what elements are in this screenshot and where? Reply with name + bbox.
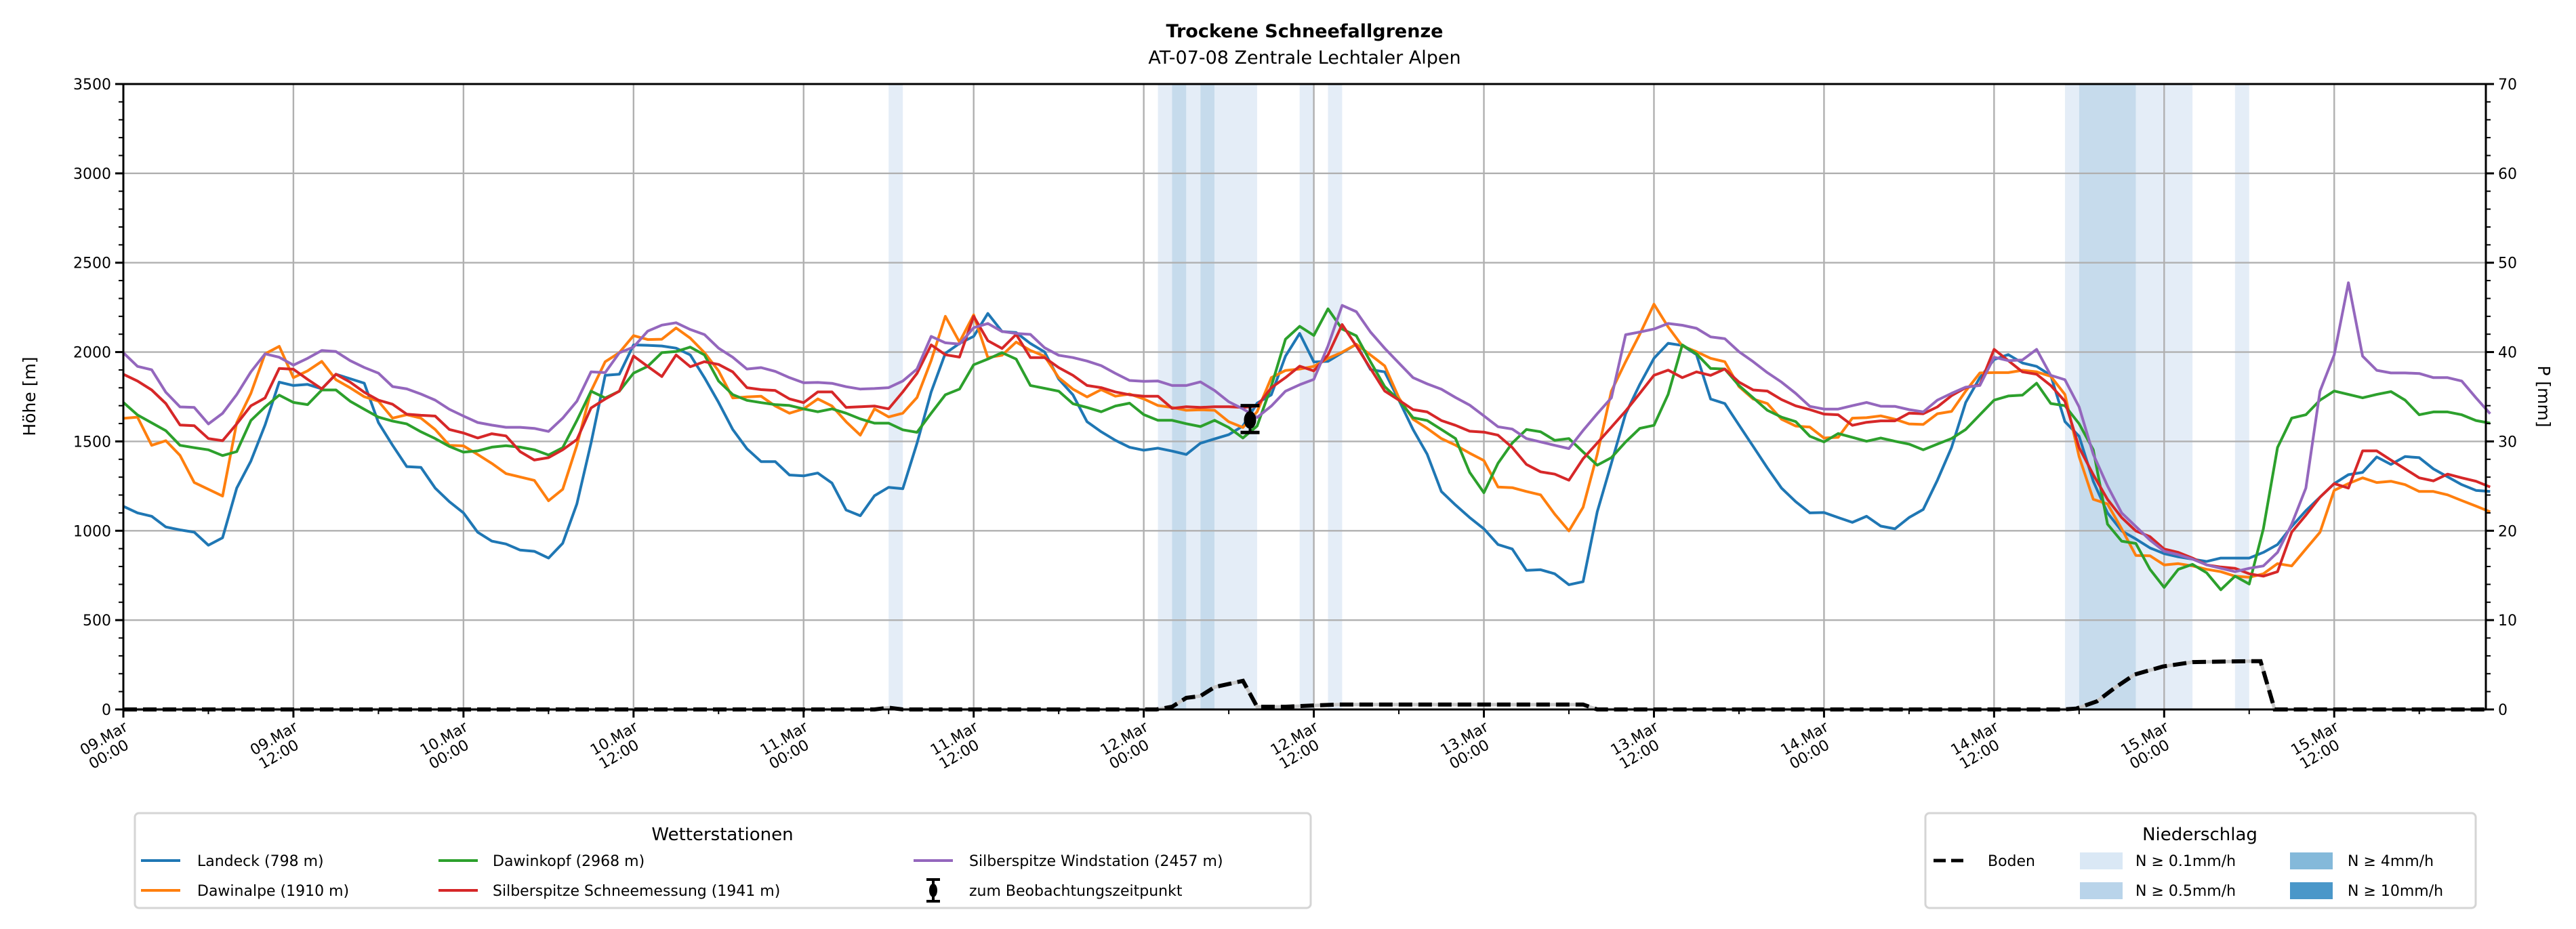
legend-precip-swatch-3 bbox=[2290, 882, 2333, 899]
legend-label-0: Landeck (798 m) bbox=[197, 853, 324, 870]
series-line-3 bbox=[123, 314, 2491, 578]
legend-precip-title: Niederschlag bbox=[2142, 825, 2257, 845]
chart-title: Trockene Schneefallgrenze bbox=[1166, 21, 1444, 42]
precip-band-0_1 bbox=[2064, 84, 2079, 709]
legend-precip-label-1: N ≥ 0.5mm/h bbox=[2135, 883, 2236, 900]
series-line-0 bbox=[123, 312, 2491, 586]
precip-band-0_5 bbox=[1200, 84, 1215, 709]
y-right-tick-label: 10 bbox=[2498, 613, 2517, 629]
observation-point bbox=[1244, 411, 1256, 429]
precip-band-0_1 bbox=[2234, 84, 2249, 709]
y-axis-right-label: P [mm] bbox=[2534, 365, 2554, 427]
precip-band-0_1 bbox=[1328, 84, 1343, 709]
legend-precip: Niederschlag Boden N ≥ 0.1mm/h N ≥ 0.5mm/… bbox=[1924, 812, 2477, 909]
legend-precip-swatch-1 bbox=[2080, 882, 2123, 899]
y-right-tick-label: 70 bbox=[2498, 77, 2517, 94]
legend-precip-swatch-0 bbox=[2080, 852, 2123, 869]
chart-subtitle: AT-07-08 Zentrale Lechtaler Alpen bbox=[1148, 47, 1460, 68]
legend-observation-point-icon bbox=[929, 884, 937, 897]
observation-marker bbox=[1240, 404, 1260, 434]
y-right-tick-label: 40 bbox=[2498, 345, 2517, 362]
y-right-tick-label: 50 bbox=[2498, 255, 2517, 272]
y-tick-label: 500 bbox=[83, 613, 111, 629]
y-tick-label: 1500 bbox=[73, 434, 111, 451]
legend-stations-title: Wetterstationen bbox=[651, 825, 793, 845]
precipitation-bands bbox=[888, 84, 2249, 709]
legend-label-1: Dawinalpe (1910 m) bbox=[197, 883, 349, 900]
y-right-tick-label: 20 bbox=[2498, 523, 2517, 540]
boden-line-dashed bbox=[123, 659, 2486, 711]
plot-frame bbox=[122, 83, 2487, 711]
precip-band-0_5 bbox=[2079, 84, 2136, 709]
legend-precip-swatch-2 bbox=[2290, 852, 2333, 869]
legend-precip-label-0: N ≥ 0.1mm/h bbox=[2135, 853, 2236, 870]
series-lines bbox=[122, 281, 2491, 592]
y-tick-label: 0 bbox=[102, 702, 111, 719]
series-line-4 bbox=[122, 281, 2491, 573]
legend-label-4: Silberspitze Windstation (2457 m) bbox=[969, 853, 1223, 870]
precip-band-0_5 bbox=[1172, 84, 1187, 709]
y-tick-label: 2500 bbox=[73, 255, 111, 272]
legend-precip-label-2: N ≥ 4mm/h bbox=[2348, 853, 2434, 870]
legend-observation-label: zum Beobachtungszeitpunkt bbox=[969, 883, 1183, 900]
legend-boden-label: Boden bbox=[1988, 853, 2035, 870]
y-right-tick-label: 0 bbox=[2498, 702, 2508, 719]
precip-band-0_1 bbox=[888, 84, 903, 709]
y-right-tick-label: 30 bbox=[2498, 434, 2517, 451]
legend-stations: Wetterstationen Landeck (798 m) Dawinalpe… bbox=[134, 812, 1312, 909]
y-axis-label: Höhe [m] bbox=[20, 356, 39, 436]
y-tick-label: 2000 bbox=[73, 345, 111, 362]
legend-label-3: Silberspitze Schneemessung (1941 m) bbox=[493, 883, 780, 900]
y-right-tick-label: 60 bbox=[2498, 166, 2517, 183]
y-tick-label: 1000 bbox=[73, 523, 111, 540]
precip-band-0_1 bbox=[1158, 84, 1172, 709]
y-tick-label: 3500 bbox=[73, 77, 111, 94]
y-tick-label: 3000 bbox=[73, 166, 111, 183]
precip-band-0_1 bbox=[1299, 84, 1314, 709]
precip-band-0_1 bbox=[1186, 84, 1201, 709]
legend-label-2: Dawinkopf (2968 m) bbox=[493, 853, 645, 870]
legend-precip-label-3: N ≥ 10mm/h bbox=[2348, 883, 2443, 900]
